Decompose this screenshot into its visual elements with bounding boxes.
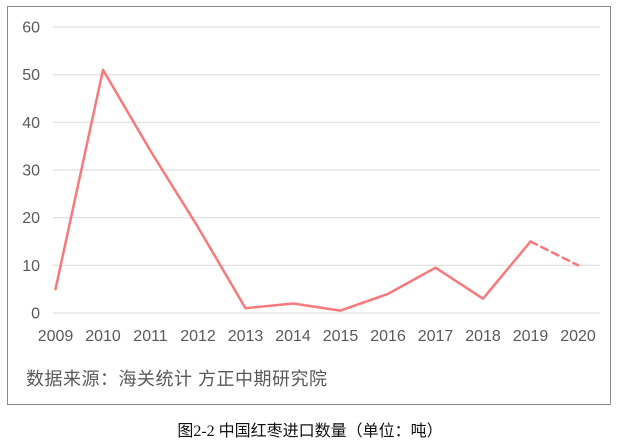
line-chart: 0 10 20 30 40 50 60 2009 2010 2011 2012 2013 2014 201… — [22, 20, 600, 345]
x-tick-label: 2014 — [275, 328, 311, 345]
x-tick-label: 2013 — [228, 328, 264, 345]
chart-frame: 0 10 20 30 40 50 60 2009 2010 2011 2012 2013 2014 201… — [7, 6, 611, 405]
y-tick-label: 20 — [22, 210, 40, 227]
y-tick-label: 30 — [22, 163, 40, 180]
y-tick-label: 40 — [22, 115, 40, 132]
data-line-dashed — [529, 240, 580, 267]
y-tick-label: 10 — [22, 258, 40, 275]
x-tick-label: 2012 — [180, 328, 216, 345]
x-tick-label: 2016 — [370, 328, 406, 345]
y-tick-label: 0 — [31, 306, 40, 323]
y-tick-label: 60 — [22, 20, 40, 37]
figure-caption: 图2-2 中国红枣进口数量（单位：吨） — [177, 423, 443, 440]
x-tick-label: 2020 — [560, 328, 596, 345]
x-tick-label: 2015 — [323, 328, 359, 345]
x-tick-label: 2010 — [85, 328, 121, 345]
x-tick-label: 2009 — [38, 328, 74, 345]
x-tick-label: 2019 — [513, 328, 549, 345]
x-tick-label: 2017 — [418, 328, 454, 345]
data-line-solid — [54, 68, 532, 312]
source-note: 数据来源：海关统计 方正中期研究院 — [26, 369, 328, 389]
x-tick-label: 2011 — [133, 328, 168, 345]
y-tick-label: 50 — [22, 67, 40, 84]
x-tick-label: 2018 — [465, 328, 501, 345]
